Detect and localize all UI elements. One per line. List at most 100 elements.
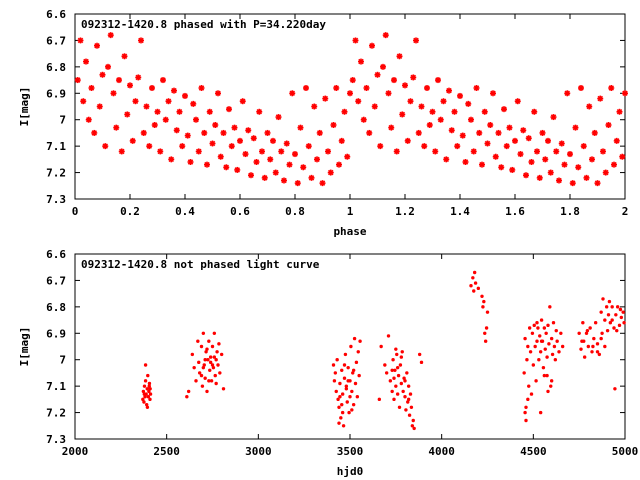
data-point [231,124,238,131]
data-points [141,270,626,431]
data-point [342,376,347,380]
data-point [580,339,584,343]
data-point [357,373,361,378]
y-tick-label: 6.9 [46,87,66,100]
data-point [538,350,543,354]
data-point [406,400,410,404]
data-point [210,344,215,349]
data-point [539,129,546,136]
data-point [184,132,191,139]
data-point [334,389,338,394]
data-point [523,410,527,415]
data-point [350,408,354,412]
data-point [253,159,260,165]
data-point [402,376,406,380]
x-tick-label: 0.2 [120,205,140,218]
data-point [331,363,336,367]
data-point [344,384,349,388]
data-point [589,156,595,163]
data-point [542,326,547,330]
data-point [197,360,201,365]
data-point [561,161,568,168]
x-tick-label: 5000 [612,445,639,458]
data-point [553,148,560,155]
data-point [534,379,538,383]
data-point [349,344,353,349]
data-point [549,379,554,383]
data-point [348,395,352,399]
data-point [440,98,447,105]
data-point [185,395,189,399]
data-point [363,85,370,91]
data-point [107,32,114,39]
data-point [523,172,529,179]
data-point [599,336,603,341]
data-point [426,122,433,128]
data-point [481,108,488,115]
data-point [341,108,348,115]
data-point [190,100,197,107]
data-point [199,344,204,349]
data-point [143,103,150,110]
data-point [524,418,528,423]
data-point [549,384,553,388]
data-point [405,371,409,375]
data-point [340,368,344,372]
data-point [351,371,355,375]
data-point [532,323,536,328]
data-point [200,384,205,388]
data-point [337,405,341,409]
data-point [483,339,488,343]
data-point [555,339,559,343]
data-point [527,384,531,388]
data-point [141,397,145,402]
data-point [192,365,196,370]
data-point [533,344,537,349]
data-point [283,140,290,147]
data-point [259,148,265,155]
data-point [395,352,399,357]
x-tick-label: 4500 [520,445,547,458]
data-point [371,103,378,110]
data-point [384,371,389,375]
data-point [151,122,158,128]
data-point [303,85,309,91]
data-point [199,373,204,378]
data-point [219,352,224,357]
data-point [148,397,152,402]
data-point [483,331,487,335]
data-point [393,368,397,372]
data-point [278,148,285,155]
data-point [457,92,463,99]
data-point [459,132,466,139]
data-point [146,143,153,150]
x-tick-label: 1.6 [505,205,525,218]
data-point [142,384,147,388]
data-point [522,371,526,375]
data-point [311,103,318,110]
data-point [360,116,367,123]
data-point [217,153,224,160]
data-point [340,410,345,415]
data-point [390,368,394,372]
data-point [557,350,561,354]
data-point [517,151,524,158]
data-point [142,392,146,396]
data-point [588,326,592,330]
data-point [619,153,626,160]
data-point [168,156,175,163]
data-point [395,365,400,370]
data-point [343,352,348,357]
data-point [528,350,533,354]
data-point [319,180,326,187]
data-point [514,98,521,105]
data-point [148,387,152,391]
data-point [619,315,624,320]
data-point [147,381,152,386]
data-point [524,405,528,409]
data-point [410,424,415,428]
data-point [154,108,161,115]
data-point [264,129,271,136]
data-point [143,363,148,367]
data-point [344,387,349,391]
